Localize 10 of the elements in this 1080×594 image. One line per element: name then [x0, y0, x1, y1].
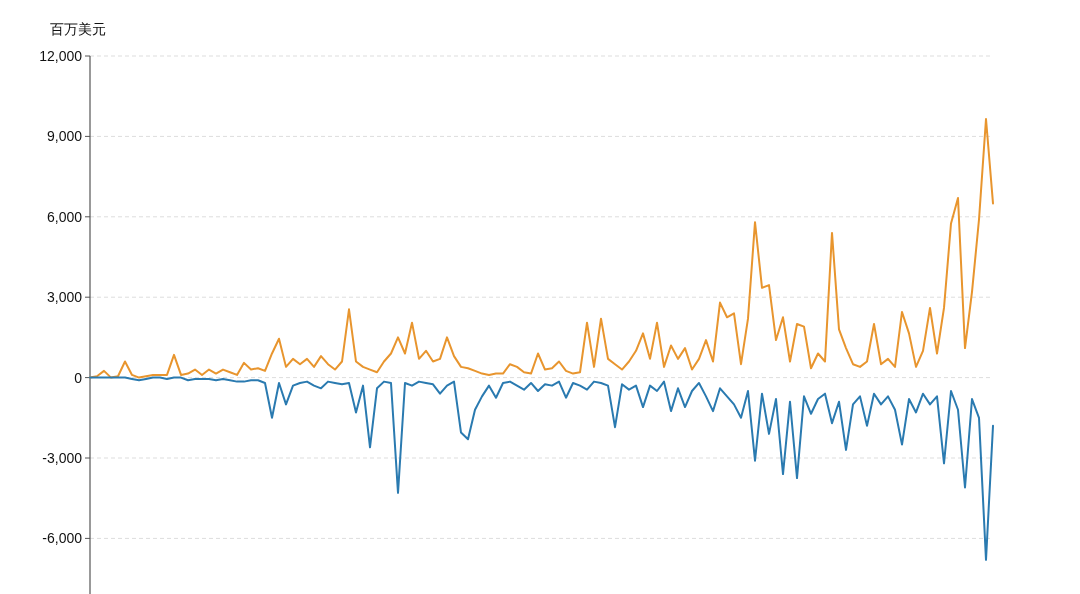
y-axis-title: 百万美元 — [50, 21, 106, 37]
y-tick-label: -6,000 — [42, 530, 83, 547]
y-tick-label: 3,000 — [46, 289, 83, 306]
y-tick-label: -3,000 — [42, 450, 83, 466]
line-series — [89, 117, 994, 379]
y-tick-label: 9,000 — [46, 128, 83, 145]
line-series — [89, 376, 994, 561]
y-tick-label: 0 — [74, 369, 83, 386]
y-tick-label: 6,000 — [46, 208, 83, 225]
y-tick-label: 12,000 — [39, 48, 83, 64]
